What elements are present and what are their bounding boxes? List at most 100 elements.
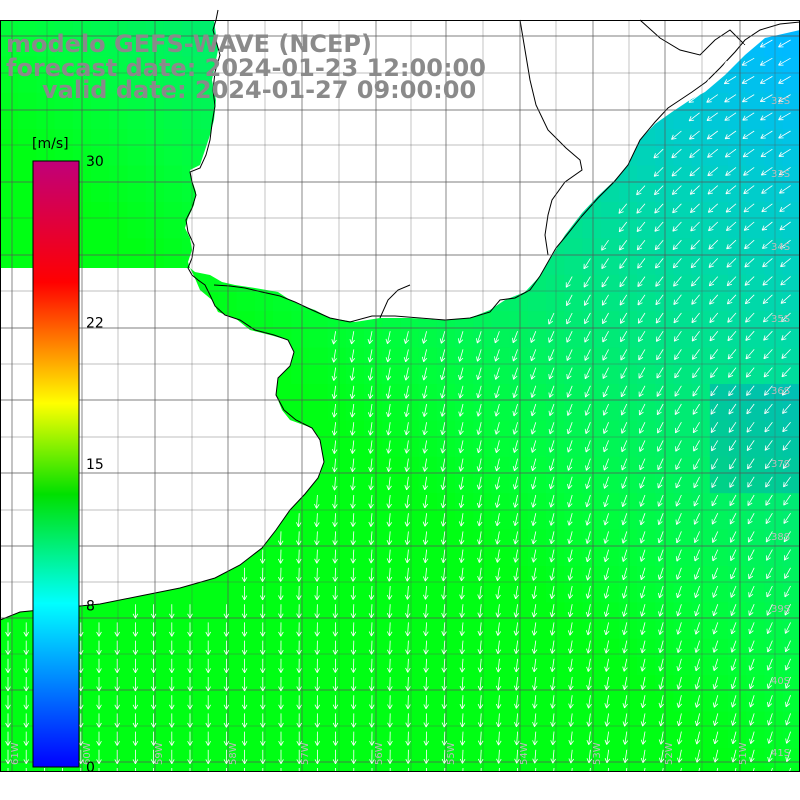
field-cell [600, 365, 620, 385]
wind-arrow-head [745, 372, 748, 378]
wind-arrow-head [708, 265, 714, 268]
wind-arrow [620, 330, 628, 343]
wind-arrow-head [132, 704, 136, 710]
wind-arrow-head [370, 467, 374, 473]
wind-arrow [461, 658, 464, 673]
wind-arrow-head [406, 503, 411, 509]
field-cell [236, 566, 256, 585]
wind-arrow [588, 695, 591, 709]
field-cell [327, 566, 347, 585]
wind-arrow-head [494, 356, 496, 362]
field-cell [655, 475, 674, 494]
wind-arrow-head [768, 721, 773, 726]
field-cell [109, 711, 128, 731]
wind-arrow-head [476, 447, 479, 454]
field-cell [163, 620, 183, 640]
field-cell [418, 711, 438, 731]
wind-arrow-head [296, 668, 300, 673]
wind-arrow [498, 731, 500, 746]
field-cell [655, 547, 674, 567]
wind-arrow-head [443, 686, 447, 691]
field-cell [91, 74, 110, 94]
wind-arrow-head [332, 649, 336, 655]
field-cell [782, 475, 800, 494]
field-cell [582, 329, 602, 349]
wind-arrow-head [494, 484, 497, 490]
field-cell [455, 711, 474, 731]
wind-arrow-head [709, 302, 715, 305]
wind-arrow-head [459, 667, 463, 673]
land-area [0, 20, 800, 620]
wind-arrow-head [657, 519, 659, 525]
wind-arrow-head [725, 137, 731, 140]
wind-arrow-head [169, 704, 173, 710]
wind-arrow-head [370, 540, 375, 546]
field-cell [655, 620, 674, 640]
wind-arrow [443, 731, 446, 746]
wind-arrow-head [583, 266, 589, 270]
wind-arrow-head [732, 739, 737, 745]
field-cell [91, 766, 110, 772]
field-cell [400, 365, 420, 385]
wind-arrow-head [783, 539, 789, 543]
wind-arrow-head [695, 612, 700, 617]
field-cell [327, 438, 347, 458]
wind-arrow [551, 567, 555, 581]
wind-arrow [516, 749, 518, 764]
wind-arrow-head [96, 759, 100, 764]
wind-arrow-head [459, 740, 463, 746]
wind-arrow-head [550, 466, 555, 471]
wind-arrow-head [332, 540, 336, 546]
wind-arrow [407, 585, 409, 600]
field-cell [782, 729, 800, 749]
wind-arrow-head [298, 686, 302, 692]
wind-arrow-head [784, 593, 790, 598]
field-cell [455, 402, 474, 421]
wind-arrow-head [477, 594, 480, 600]
wind-arrow-head [515, 576, 519, 581]
field-cell [382, 365, 401, 385]
wind-arrow [761, 185, 773, 194]
wind-arrow [760, 76, 773, 84]
wind-arrow-head [531, 557, 534, 563]
wind-arrow [688, 94, 700, 103]
wind-arrow-head [548, 320, 554, 325]
wind-arrow [727, 294, 737, 305]
wind-arrow [532, 494, 537, 508]
field-cell [327, 602, 347, 622]
wind-arrow [713, 640, 719, 653]
wind-arrow-head [386, 466, 389, 472]
wind-arrow [726, 221, 737, 231]
wind-arrow-head [385, 357, 388, 363]
field-cell [618, 529, 638, 549]
wind-arrow [746, 403, 755, 415]
wind-arrow-head [730, 593, 736, 598]
field-cell [109, 638, 128, 658]
wind-arrow-head [780, 265, 786, 268]
wind-arrow [478, 531, 482, 545]
field-cell [309, 493, 329, 512]
wind-arrow-head [693, 429, 698, 434]
wind-arrow-head [332, 668, 336, 673]
field-cell [182, 638, 201, 658]
wind-arrow-head [654, 244, 657, 250]
wind-arrow [550, 531, 555, 544]
wind-arrow-head [478, 467, 483, 472]
field-cell [418, 365, 438, 385]
wind-arrow-head [512, 337, 514, 343]
field-cell [327, 675, 347, 694]
wind-arrow [678, 731, 682, 745]
wind-arrow-head [749, 757, 752, 763]
wind-arrow-head [745, 317, 748, 323]
wind-arrow [764, 403, 773, 414]
wind-arrow [725, 167, 737, 176]
wind-arrow-head [764, 393, 770, 396]
wind-arrow [656, 367, 664, 379]
field-cell [600, 293, 620, 312]
wind-arrow-head [675, 448, 681, 452]
field-cell [309, 657, 329, 676]
field-cell [564, 311, 583, 330]
wind-arrow-head [296, 741, 300, 746]
wind-arrow-head [387, 412, 392, 418]
field-cell [564, 584, 583, 603]
